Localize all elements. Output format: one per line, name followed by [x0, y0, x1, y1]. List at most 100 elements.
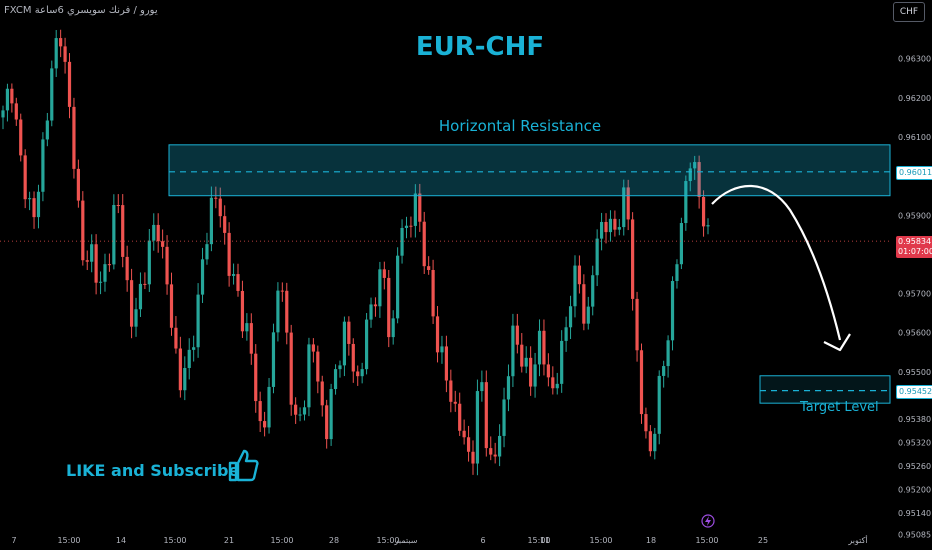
candle-body — [320, 381, 324, 406]
candle-body — [347, 321, 351, 344]
candle-body — [174, 327, 178, 349]
candle-body — [440, 346, 444, 353]
interval-label: 6ساعة — [34, 5, 64, 16]
candle-body — [529, 357, 533, 387]
candle-body — [72, 106, 76, 169]
pair-name-label: يورو / فرنك سويسري — [67, 5, 158, 16]
curved-arrow-icon — [711, 184, 842, 341]
candle-body — [205, 244, 209, 260]
current-price-tag: 0.95834 01:07:00 — [896, 236, 932, 259]
lightning-icon — [701, 514, 715, 528]
currency-button[interactable]: CHF — [893, 2, 925, 22]
candle-body — [568, 306, 573, 328]
candle-body — [533, 364, 537, 387]
candle-body — [617, 227, 621, 230]
candle-body — [90, 244, 94, 262]
y-tick-label: 0.96300 — [898, 55, 931, 64]
candle-body — [342, 321, 347, 366]
candle-body — [582, 284, 586, 324]
candle-body — [214, 197, 218, 199]
candle-body — [546, 364, 550, 378]
candle-body — [644, 414, 648, 432]
candle-body — [453, 401, 457, 404]
candle-body — [666, 340, 670, 367]
x-tick-label: 15:00 — [695, 536, 718, 545]
candle-body — [369, 304, 373, 320]
candle-body — [152, 224, 156, 241]
symbol-header[interactable]: FXCM يورو / فرنك سويسري 6ساعة — [4, 5, 164, 16]
candle-body — [515, 325, 519, 345]
candle-body — [360, 369, 364, 377]
candle-body — [404, 225, 409, 228]
candle-body — [112, 205, 116, 265]
y-tick-label: 0.95085 — [898, 530, 931, 539]
candle-body — [577, 265, 582, 285]
candle-body — [462, 430, 466, 438]
target-price-tag: 0.95452 — [896, 384, 932, 399]
candle-body — [604, 221, 608, 233]
current-price-value: 0.95834 — [898, 237, 932, 247]
candle-body — [307, 344, 311, 408]
candle-body — [449, 380, 453, 402]
candle-body — [378, 269, 382, 307]
cta-text: LIKE and Subscribe — [66, 461, 240, 480]
y-tick-label: 0.95380 — [898, 415, 931, 424]
x-tick-label: 11 — [540, 536, 550, 545]
candle-body — [196, 294, 200, 348]
candle-body — [254, 353, 258, 402]
candle-body — [329, 389, 333, 440]
candle-body — [156, 224, 160, 242]
candle-body — [178, 348, 182, 391]
price-axis: 0.96300 0.96200 0.96100 0.95900 0.95700 0.956… — [898, 55, 931, 540]
candle-body — [63, 46, 67, 62]
candle-body — [161, 241, 165, 247]
candle-body — [396, 255, 400, 319]
countdown-timer: 01:07:00 — [898, 247, 932, 257]
candle-body — [98, 281, 103, 283]
candle-body — [435, 316, 440, 353]
candle-body — [622, 187, 626, 228]
candle-body — [125, 256, 129, 281]
arrow-head — [823, 333, 851, 352]
resistance-price-tag: 0.96011 — [896, 165, 932, 180]
candle-body — [311, 344, 315, 352]
y-tick-label: 0.95600 — [898, 329, 931, 338]
candle-body — [356, 371, 360, 377]
candle-body — [338, 365, 342, 370]
candle-body — [271, 332, 276, 387]
candle-body — [10, 88, 14, 104]
candle-body — [231, 274, 236, 276]
candle-body — [422, 221, 426, 267]
lightning-bolt — [705, 516, 711, 526]
candle-body — [192, 347, 196, 350]
candle-body — [183, 367, 187, 391]
candle-body — [147, 240, 151, 285]
candle-body — [591, 275, 595, 307]
candle-body — [693, 162, 697, 169]
x-tick-label: 28 — [329, 536, 339, 545]
candle-body — [373, 304, 378, 307]
candle-body — [143, 283, 147, 285]
candle-body — [249, 323, 253, 354]
candle-body — [675, 264, 679, 282]
candle-body — [54, 38, 58, 69]
candle-body — [263, 421, 267, 428]
candle-body — [200, 259, 205, 295]
x-tick-label: أكتوبر — [847, 535, 867, 545]
candle-body — [631, 219, 635, 299]
candle-body — [670, 281, 675, 341]
candle-body — [81, 200, 85, 261]
x-tick-label: 14 — [116, 536, 126, 545]
candle-body — [138, 283, 143, 310]
candle-body — [560, 340, 564, 384]
chart-title: EUR-CHF — [415, 32, 545, 62]
x-tick-label: 15:00 — [376, 536, 399, 545]
candle-body — [227, 232, 231, 276]
candle-body — [187, 349, 191, 368]
candle-body — [458, 403, 462, 431]
candle-body — [697, 162, 701, 198]
candle-body — [236, 274, 240, 291]
candle-body — [475, 391, 480, 464]
